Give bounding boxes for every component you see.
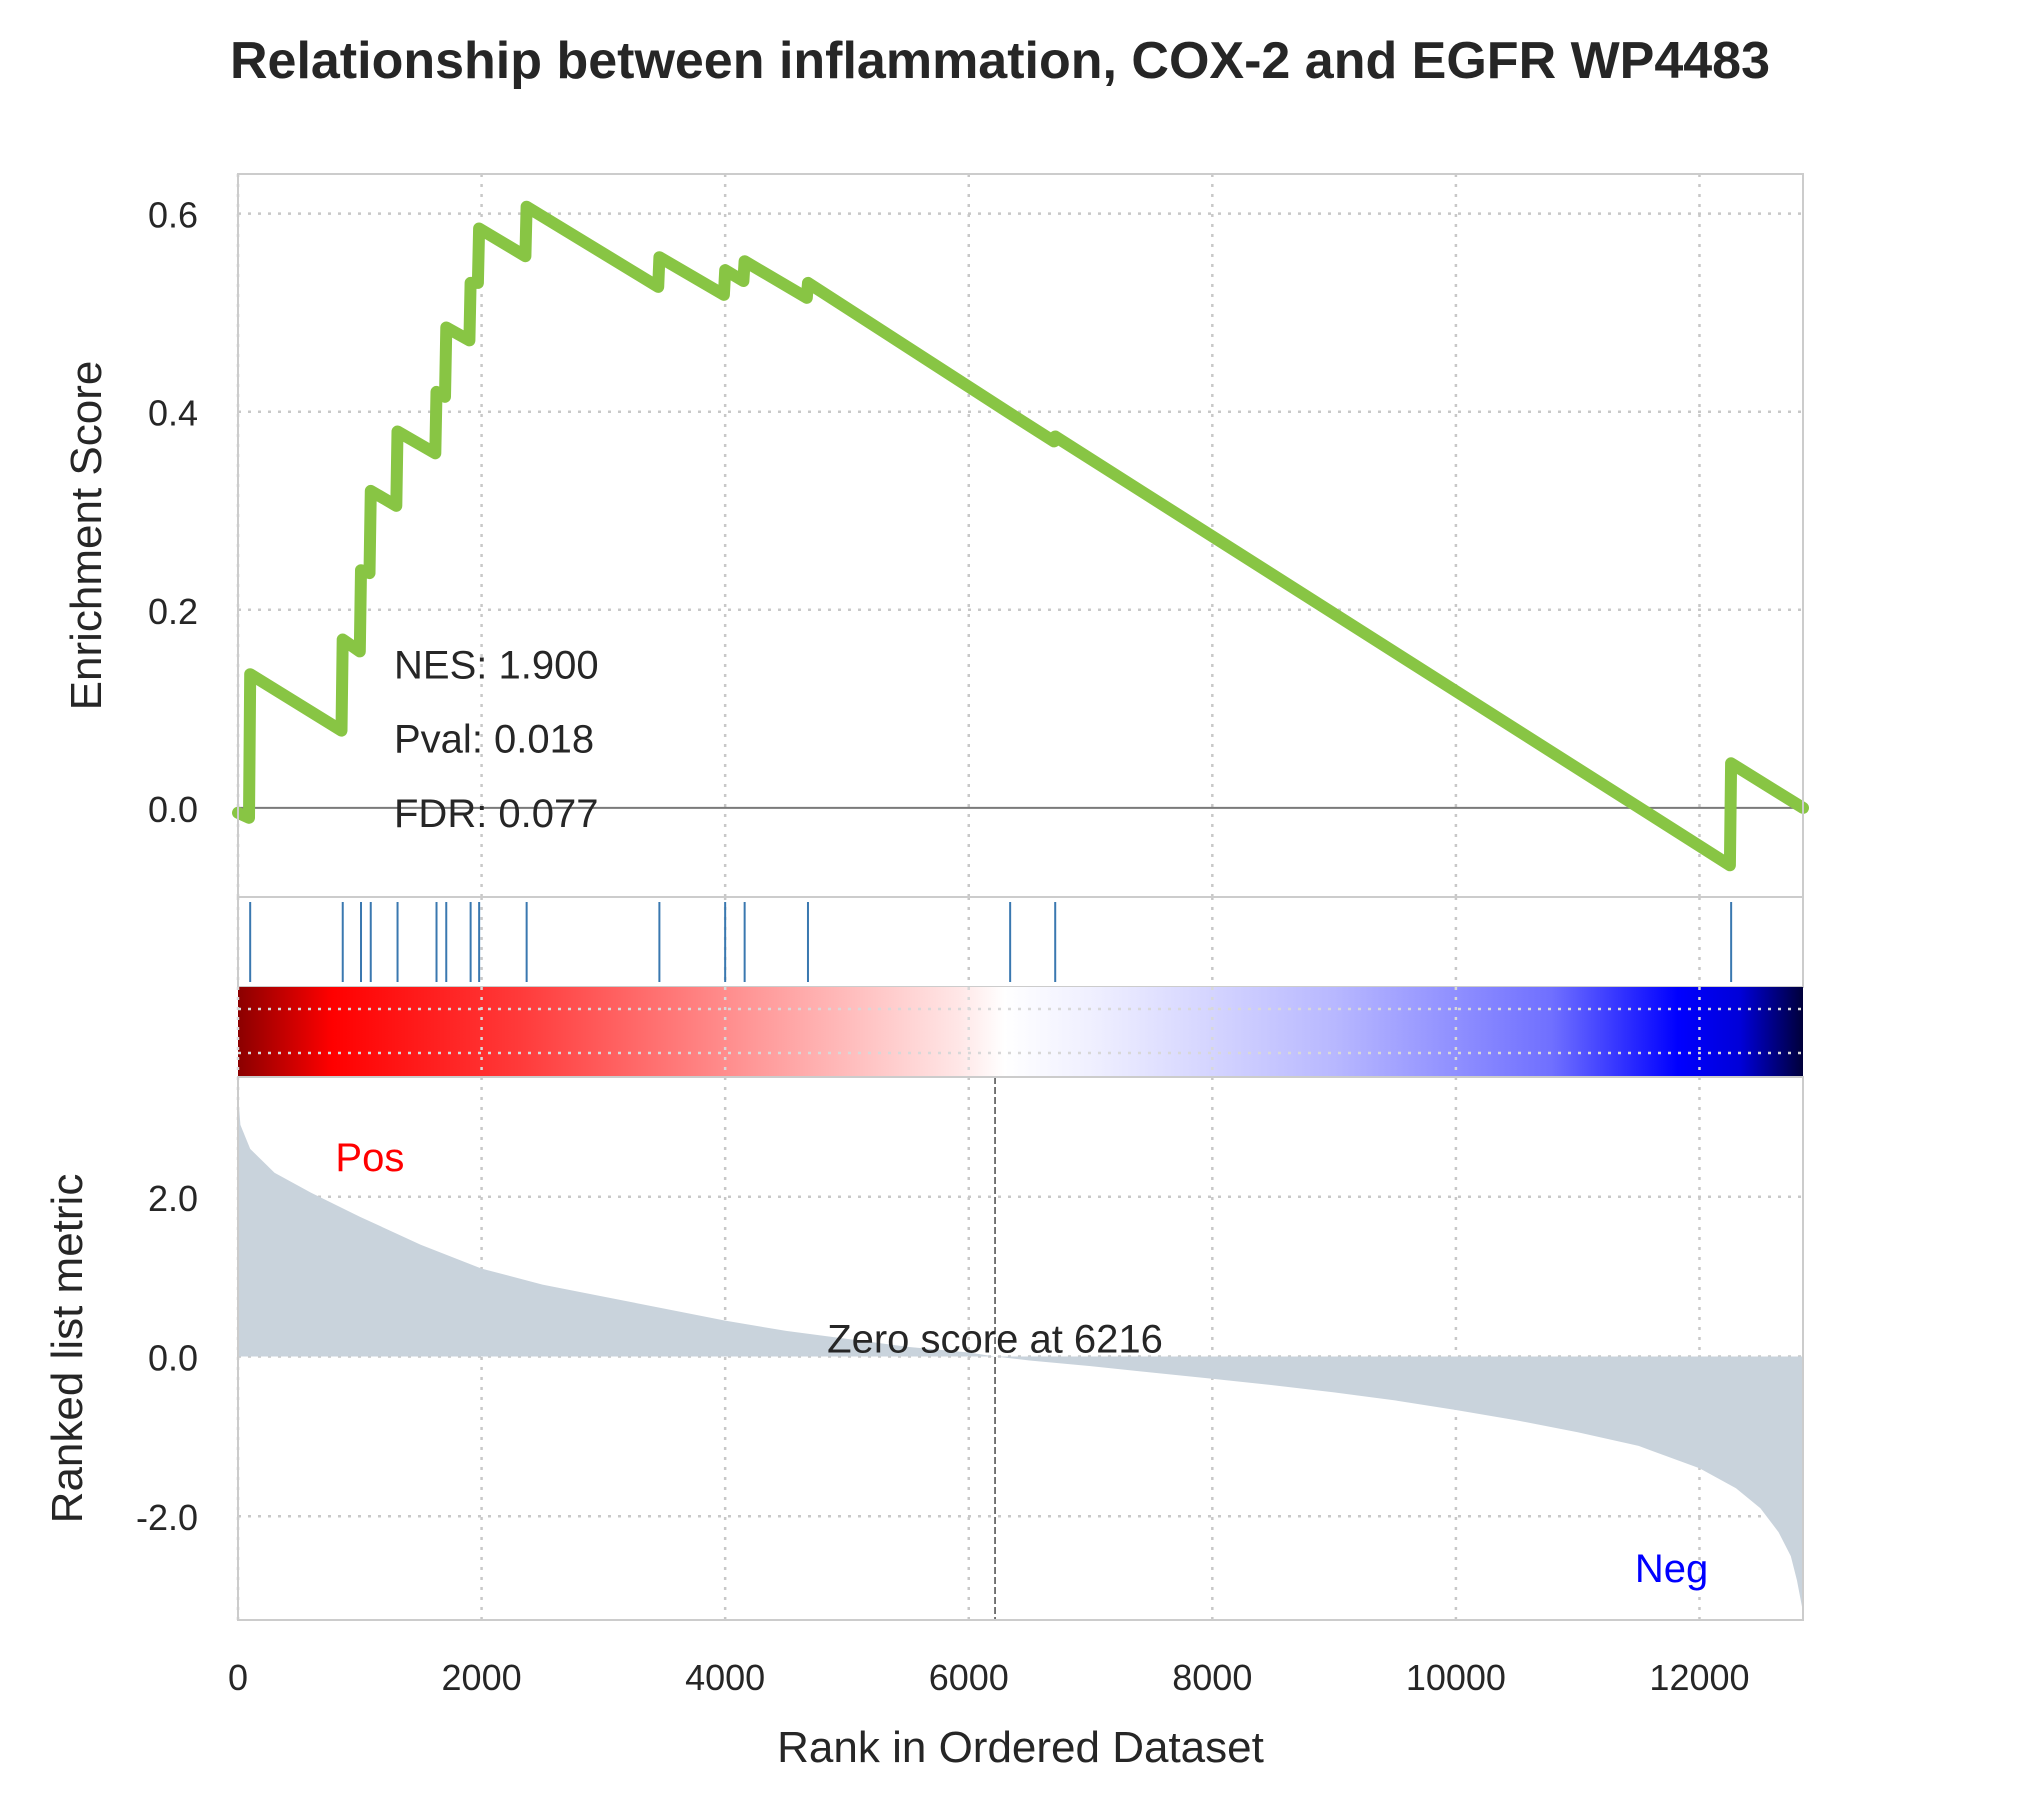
x-tick-label: 12000: [1649, 1657, 1749, 1698]
es-panel: 0.0 0.2 0.4 0.6 Enrichment Score NES: 1.900…: [62, 173, 1809, 898]
gene-hits: [249, 902, 1733, 982]
es-y-axis-label: Enrichment Score: [62, 361, 111, 711]
hits-panel-frame: [237, 896, 1804, 988]
x-tick-labels: 0 2000 4000 6000 8000 10000 12000: [228, 1657, 1750, 1698]
metric-y-tick-label: -2.0: [136, 1497, 198, 1538]
es-y-tick-label: 0.0: [148, 789, 198, 830]
chart-title: Relationship between inflammation, COX-2…: [230, 32, 1770, 90]
metric-area: [238, 1093, 1803, 1612]
x-tick-label: 4000: [685, 1657, 765, 1698]
neg-label: Neg: [1635, 1547, 1708, 1591]
hits-gridlines: [236, 897, 1701, 987]
metric-panel-frame: [237, 1076, 1804, 1621]
metric-panel: -2.0 0.0 2.0 Ranked list metric Zero score…: [43, 1076, 1804, 1621]
metric-y-axis-label: Ranked list metric: [43, 1174, 92, 1524]
x-tick-label: 10000: [1406, 1657, 1506, 1698]
es-y-tick-label: 0.6: [148, 195, 198, 236]
colorbar-gridlines: [236, 987, 1803, 1077]
hits-panel: [236, 896, 1804, 988]
es-line: [232, 200, 1809, 872]
pval-label: Pval: 0.018: [394, 718, 594, 762]
fdr-label: FDR: 0.077: [394, 792, 599, 836]
x-tick-label: 6000: [929, 1657, 1009, 1698]
x-axis-label: Rank in Ordered Dataset: [777, 1723, 1264, 1772]
x-tick-label: 8000: [1172, 1657, 1252, 1698]
nes-label: NES: 1.900: [394, 643, 599, 687]
es-y-tick-label: 0.4: [148, 393, 198, 434]
x-tick-label: 0: [228, 1657, 248, 1698]
es-y-tick-label: 0.2: [148, 591, 198, 632]
zero-score-label: Zero score at 6216: [827, 1317, 1163, 1361]
es-y-tick-labels: 0.0 0.2 0.4 0.6: [148, 195, 198, 830]
rank-colorbar: [238, 987, 1803, 1077]
metric-y-tick-label: 2.0: [148, 1178, 198, 1219]
metric-y-tick-label: 0.0: [148, 1337, 198, 1378]
metric-y-tick-labels: -2.0 0.0 2.0: [136, 1178, 198, 1538]
pos-label: Pos: [335, 1136, 404, 1180]
rank-colorbar-panel: [236, 987, 1803, 1077]
x-tick-label: 2000: [442, 1657, 522, 1698]
